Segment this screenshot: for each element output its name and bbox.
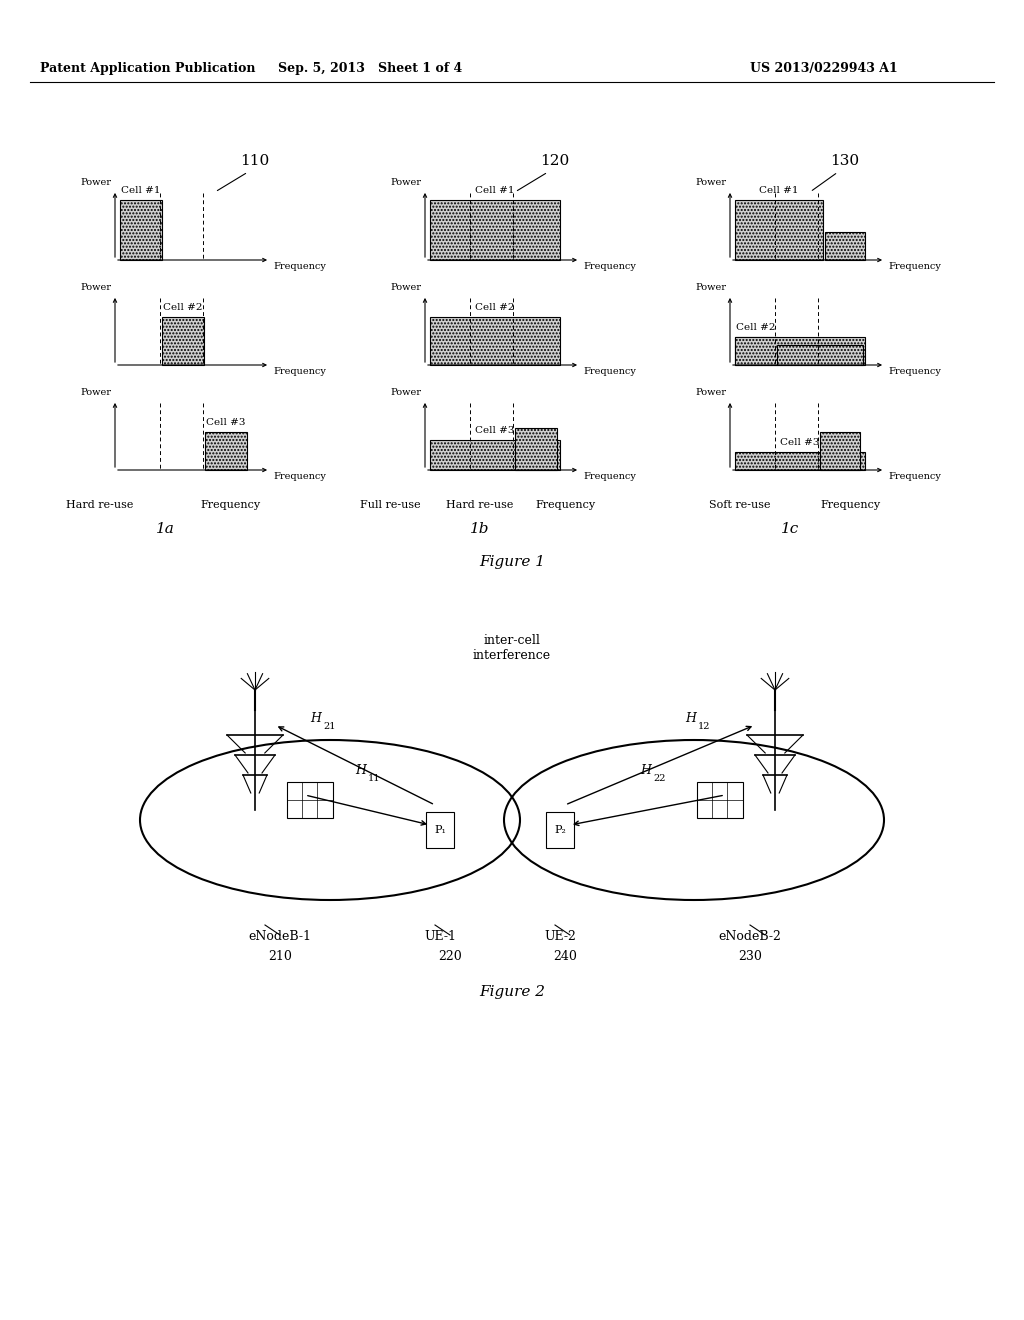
- Text: US 2013/0229943 A1: US 2013/0229943 A1: [750, 62, 898, 75]
- Text: Figure 2: Figure 2: [479, 985, 545, 999]
- Text: UE-2: UE-2: [544, 931, 575, 942]
- Text: Cell #2: Cell #2: [736, 323, 776, 333]
- Text: Power: Power: [695, 178, 726, 187]
- Text: Cell #3: Cell #3: [475, 426, 515, 436]
- Bar: [430, 440, 560, 470]
- Text: 12: 12: [698, 722, 711, 731]
- Text: Power: Power: [390, 282, 421, 292]
- Text: 120: 120: [541, 154, 569, 168]
- Text: 220: 220: [438, 950, 462, 964]
- Bar: [735, 337, 865, 366]
- Text: Cell #1: Cell #1: [759, 186, 799, 195]
- Text: 240: 240: [553, 950, 577, 964]
- Text: Patent Application Publication: Patent Application Publication: [40, 62, 256, 75]
- Bar: [120, 201, 162, 260]
- Bar: [426, 812, 454, 847]
- Text: Frequency: Frequency: [273, 261, 326, 271]
- Text: 210: 210: [268, 950, 292, 964]
- Text: P₁: P₁: [434, 825, 445, 836]
- Bar: [287, 781, 333, 818]
- Bar: [430, 201, 560, 260]
- Bar: [825, 232, 865, 260]
- Text: H: H: [355, 763, 366, 776]
- Text: Cell #3: Cell #3: [780, 438, 820, 447]
- Bar: [546, 812, 574, 847]
- Text: Cell #2: Cell #2: [475, 304, 515, 312]
- Text: Frequency: Frequency: [888, 473, 941, 480]
- Bar: [735, 337, 777, 366]
- Bar: [820, 432, 860, 470]
- Text: Frequency: Frequency: [200, 500, 260, 510]
- Text: Frequency: Frequency: [583, 261, 636, 271]
- Bar: [205, 432, 247, 470]
- Text: Power: Power: [80, 178, 111, 187]
- Text: Hard re-use: Hard re-use: [67, 500, 134, 510]
- Text: Power: Power: [80, 282, 111, 292]
- Text: Frequency: Frequency: [535, 500, 595, 510]
- Text: Cell #2: Cell #2: [163, 304, 203, 312]
- Text: Sep. 5, 2013   Sheet 1 of 4: Sep. 5, 2013 Sheet 1 of 4: [278, 62, 462, 75]
- Text: 1c: 1c: [781, 521, 799, 536]
- Text: Power: Power: [695, 282, 726, 292]
- Text: Cell #1: Cell #1: [121, 186, 161, 195]
- Text: 22: 22: [653, 774, 666, 783]
- Text: UE-1: UE-1: [424, 931, 456, 942]
- Text: Power: Power: [80, 388, 111, 397]
- Text: Frequency: Frequency: [583, 367, 636, 376]
- Bar: [697, 781, 743, 818]
- Text: eNodeB-2: eNodeB-2: [719, 931, 781, 942]
- Text: inter-cell
interference: inter-cell interference: [473, 634, 551, 663]
- Text: Frequency: Frequency: [583, 473, 636, 480]
- Text: Soft re-use: Soft re-use: [710, 500, 771, 510]
- Text: eNodeB-1: eNodeB-1: [249, 931, 311, 942]
- Text: Cell #3: Cell #3: [206, 418, 246, 426]
- Text: Frequency: Frequency: [888, 367, 941, 376]
- Text: Power: Power: [695, 388, 726, 397]
- Text: 11: 11: [368, 774, 381, 783]
- Text: Full re-use: Full re-use: [359, 500, 420, 510]
- Text: 1a: 1a: [156, 521, 174, 536]
- Text: 1b: 1b: [470, 521, 489, 536]
- Text: Frequency: Frequency: [273, 367, 326, 376]
- Text: Frequency: Frequency: [273, 473, 326, 480]
- Text: Power: Power: [390, 388, 421, 397]
- Text: 230: 230: [738, 950, 762, 964]
- Text: Figure 1: Figure 1: [479, 554, 545, 569]
- Bar: [162, 317, 204, 366]
- Text: H: H: [685, 711, 696, 725]
- Text: P₂: P₂: [554, 825, 566, 836]
- Text: Hard re-use: Hard re-use: [446, 500, 514, 510]
- Text: Frequency: Frequency: [820, 500, 880, 510]
- Bar: [430, 317, 560, 366]
- Text: 21: 21: [323, 722, 336, 731]
- Bar: [515, 428, 557, 470]
- Bar: [777, 345, 863, 366]
- Bar: [735, 451, 865, 470]
- Text: 110: 110: [241, 154, 269, 168]
- Text: H: H: [310, 711, 321, 725]
- Text: Cell #1: Cell #1: [475, 186, 515, 195]
- Text: Frequency: Frequency: [888, 261, 941, 271]
- Bar: [735, 201, 823, 260]
- Text: Power: Power: [390, 178, 421, 187]
- Text: 130: 130: [830, 154, 859, 168]
- Text: H: H: [640, 763, 651, 776]
